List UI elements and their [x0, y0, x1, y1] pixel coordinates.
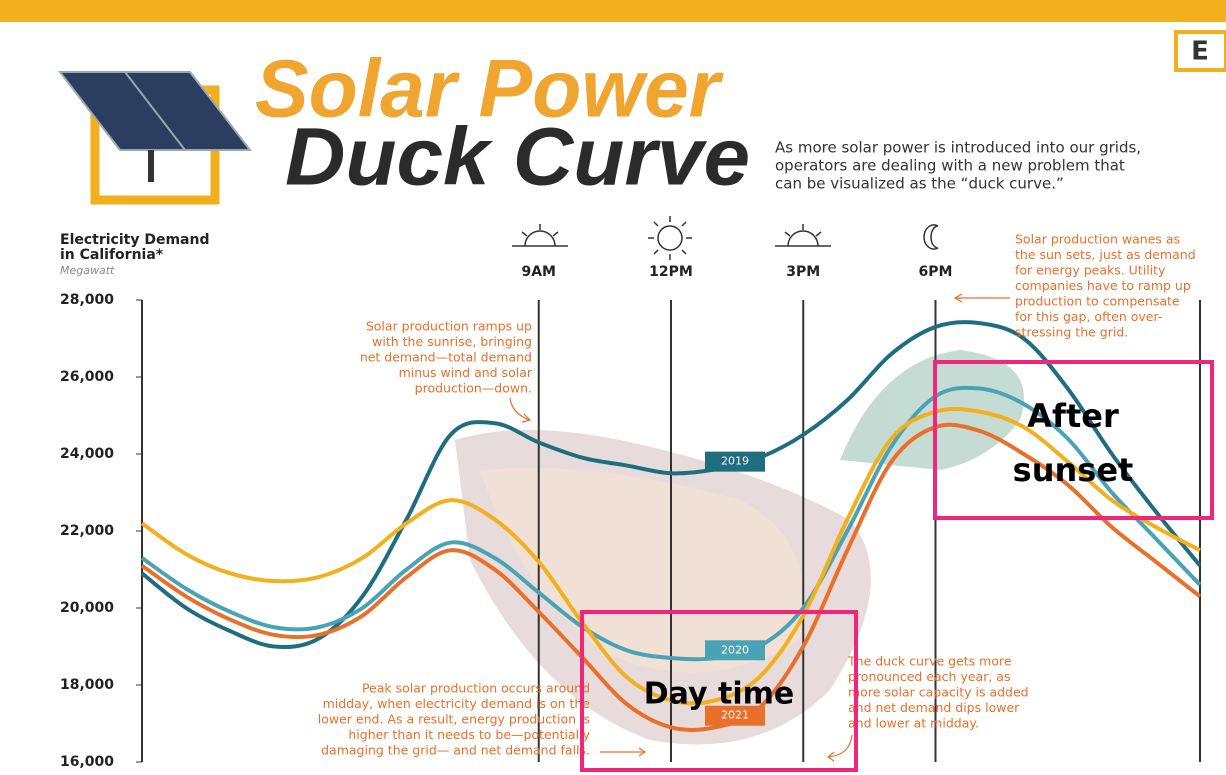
annotation: companies have to ramp up: [1015, 278, 1191, 293]
annotation: stressing the grid.: [1015, 325, 1128, 340]
annotation: damaging the grid— and net demand falls.: [321, 743, 590, 758]
series-label: 2019: [721, 455, 749, 468]
y-tick-label: 16,000: [60, 754, 114, 770]
y-tick-label: 26,000: [60, 369, 114, 385]
y-tick-label: 18,000: [60, 677, 114, 693]
series-label: 2020: [721, 643, 749, 656]
x-tick-label: 9AM: [521, 264, 556, 280]
title-line1: Solar Power: [255, 44, 724, 135]
annotation: and net demand dips lower: [848, 700, 1020, 715]
highlight-box: [933, 360, 1214, 520]
series-label-box: [705, 451, 765, 472]
annotation: pronounced each year, as: [848, 669, 1010, 684]
time-icons: [512, 216, 939, 260]
highlight-box: [580, 610, 858, 772]
annotation-arrows: [509, 293, 1010, 762]
x-tick-label: 3PM: [786, 264, 820, 280]
annotation: with the sunrise, bringing: [372, 334, 532, 349]
subtitle: operators are dealing with a new problem…: [775, 157, 1125, 175]
duck-illustration: [455, 350, 1024, 745]
series-line: [140, 320, 1202, 650]
title-line2: Duck Curve: [285, 112, 750, 203]
solar-panel-icon: [57, 71, 253, 205]
annotation: the sun sets, just as demand: [1015, 247, 1196, 262]
annotation: The duck curve gets more: [847, 654, 1012, 669]
annotation: Solar production wanes as: [1015, 232, 1180, 247]
annotation: for energy peaks. Utility: [1015, 263, 1166, 278]
subtitle: can be visualized as the “duck curve.”: [775, 175, 1064, 193]
y-tick-label: 20,000: [60, 600, 114, 616]
logo: E: [1191, 37, 1209, 67]
annotation: minus wind and solar: [399, 365, 533, 380]
x-tick-label: 6PM: [919, 264, 953, 280]
y-axis-label: Electricity Demand: [60, 232, 209, 248]
annotation: more solar capacity is added: [848, 685, 1029, 700]
annotation: net demand—total demand: [360, 350, 532, 365]
series-label: 2021: [721, 709, 749, 722]
y-unit: Megawatt: [60, 264, 115, 277]
logo-frame: [1174, 30, 1226, 72]
annotation: Solar production ramps up: [366, 319, 532, 334]
annotation: higher than it needs to be—potentially: [348, 727, 590, 742]
annotation: production—down.: [415, 381, 532, 396]
x-tick-label: 12PM: [649, 264, 693, 280]
annotation: for this gap, often over-: [1015, 309, 1162, 324]
y-tick-label: 24,000: [60, 446, 114, 462]
y-tick-label: 28,000: [60, 292, 114, 308]
annotation: lower end. As a result, energy productio…: [318, 712, 590, 727]
series-line: [140, 422, 1202, 732]
series-label-box: [705, 705, 765, 726]
annotation: and lower at midday.: [848, 716, 979, 731]
annotation: midday, when electricity demand is on th…: [323, 696, 591, 711]
y-tick-label: 22,000: [60, 523, 114, 539]
subtitle: As more solar power is introduced into o…: [775, 139, 1141, 157]
highlight-label: Day time: [644, 677, 794, 712]
annotation: production to compensate: [1015, 294, 1180, 309]
highlight-label: sunset: [1013, 451, 1134, 489]
top-bar: [0, 0, 1226, 22]
annotation: Peak solar production occurs around: [362, 681, 590, 696]
y-axis-label: in California*: [60, 247, 164, 263]
series-line: [140, 385, 1202, 662]
series-line: [140, 406, 1201, 706]
highlight-label: After: [1027, 397, 1119, 435]
series-label-box: [705, 640, 765, 661]
